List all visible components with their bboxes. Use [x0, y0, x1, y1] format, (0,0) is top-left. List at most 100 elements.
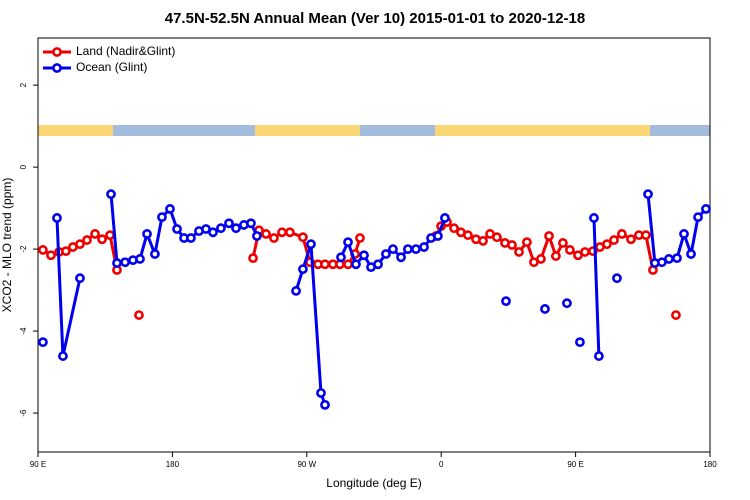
x-tick-label: 0: [439, 460, 444, 469]
data-point: [463, 230, 473, 241]
data-point: [679, 229, 689, 239]
data-point: [105, 230, 115, 241]
x-tick-label: 180: [166, 460, 180, 469]
data-point: [612, 273, 622, 284]
data-point: [419, 242, 429, 252]
data-point: [224, 218, 234, 229]
land-ocean-strip: [38, 125, 710, 136]
y-tick-label: -2: [19, 245, 28, 253]
plot-frame: [37, 37, 711, 453]
data-point: [252, 231, 262, 241]
land-band: [255, 125, 360, 136]
data-point: [291, 286, 301, 296]
data-point: [142, 229, 152, 239]
data-point: [626, 234, 636, 245]
data-point: [693, 212, 703, 223]
y-axis-label: XCO2 - MLO trend (ppm): [0, 178, 14, 313]
data-point: [172, 224, 182, 234]
data-point: [664, 254, 674, 264]
data-point: [589, 213, 599, 223]
data-point: [522, 237, 532, 248]
chart-title: 47.5N-52.5N Annual Mean (Ver 10) 2015-01…: [165, 10, 585, 27]
data-point: [248, 253, 258, 264]
data-point: [285, 227, 295, 238]
x-tick-label: 90 W: [297, 460, 316, 469]
x-tick-label: 90 E: [30, 460, 46, 469]
data-point: [75, 273, 85, 284]
data-point: [90, 229, 100, 239]
x-tick-label: 90 E: [567, 460, 583, 469]
data-point: [602, 239, 612, 250]
data-point: [580, 247, 590, 257]
data-point: [298, 264, 308, 275]
data-point: [320, 259, 330, 270]
data-point: [75, 239, 85, 250]
data-point: [616, 229, 627, 239]
data-point: [46, 250, 56, 261]
data-point: [246, 218, 256, 229]
data-point: [396, 252, 406, 263]
data-point: [316, 388, 326, 398]
data-point: [501, 296, 511, 307]
data-point: [671, 310, 681, 320]
data-point: [261, 229, 271, 239]
data-point: [565, 245, 575, 255]
data-point: [558, 238, 568, 248]
data-point: [231, 223, 241, 234]
data-point: [165, 204, 175, 214]
data-point: [402, 244, 413, 254]
data-point: [38, 245, 48, 255]
data-point: [478, 236, 488, 246]
data-point: [544, 231, 554, 241]
data-point: [120, 257, 130, 268]
data-point: [277, 227, 287, 238]
data-point: [359, 250, 369, 261]
x-tick-label: 180: [703, 460, 717, 469]
data-point: [507, 240, 517, 250]
data-point: [686, 249, 696, 259]
data-point: [343, 237, 353, 248]
data-point: [381, 249, 391, 259]
data-point: [186, 233, 196, 243]
data-point: [58, 351, 68, 361]
data-point: [336, 252, 346, 263]
data-point: [514, 247, 524, 257]
data-point: [135, 254, 145, 264]
data-point: [52, 213, 62, 223]
data-point: [38, 337, 48, 348]
data-point: [97, 234, 107, 245]
land-band: [435, 125, 650, 136]
data-point: [433, 231, 443, 241]
data-point: [440, 213, 450, 223]
data-point: [641, 230, 651, 241]
data-point: [536, 254, 546, 264]
land-band: [38, 125, 113, 136]
y-tick-label: -4: [19, 327, 28, 335]
legend-marker: [52, 63, 62, 73]
data-point: [449, 223, 459, 234]
data-point: [351, 259, 361, 270]
data-point: [343, 259, 353, 270]
data-point: [388, 244, 398, 254]
data-point: [643, 189, 653, 200]
data-point: [61, 246, 71, 257]
data-point: [320, 399, 330, 410]
data-point: [269, 233, 279, 243]
data-point: [575, 337, 585, 348]
data-point: [411, 244, 421, 254]
y-tick-label: -6: [19, 409, 28, 417]
y-tick-label: 0: [19, 164, 28, 169]
data-point: [701, 204, 711, 214]
ocean-band: [38, 125, 710, 136]
data-point: [672, 253, 682, 264]
data-point: [550, 251, 561, 261]
data-point: [298, 232, 308, 243]
data-point: [540, 304, 550, 314]
data-point: [355, 233, 365, 243]
data-point: [306, 239, 316, 250]
legend-label: Ocean (Glint): [76, 60, 147, 74]
data-point: [208, 227, 218, 238]
data-point: [492, 232, 502, 243]
data-point: [106, 189, 116, 200]
